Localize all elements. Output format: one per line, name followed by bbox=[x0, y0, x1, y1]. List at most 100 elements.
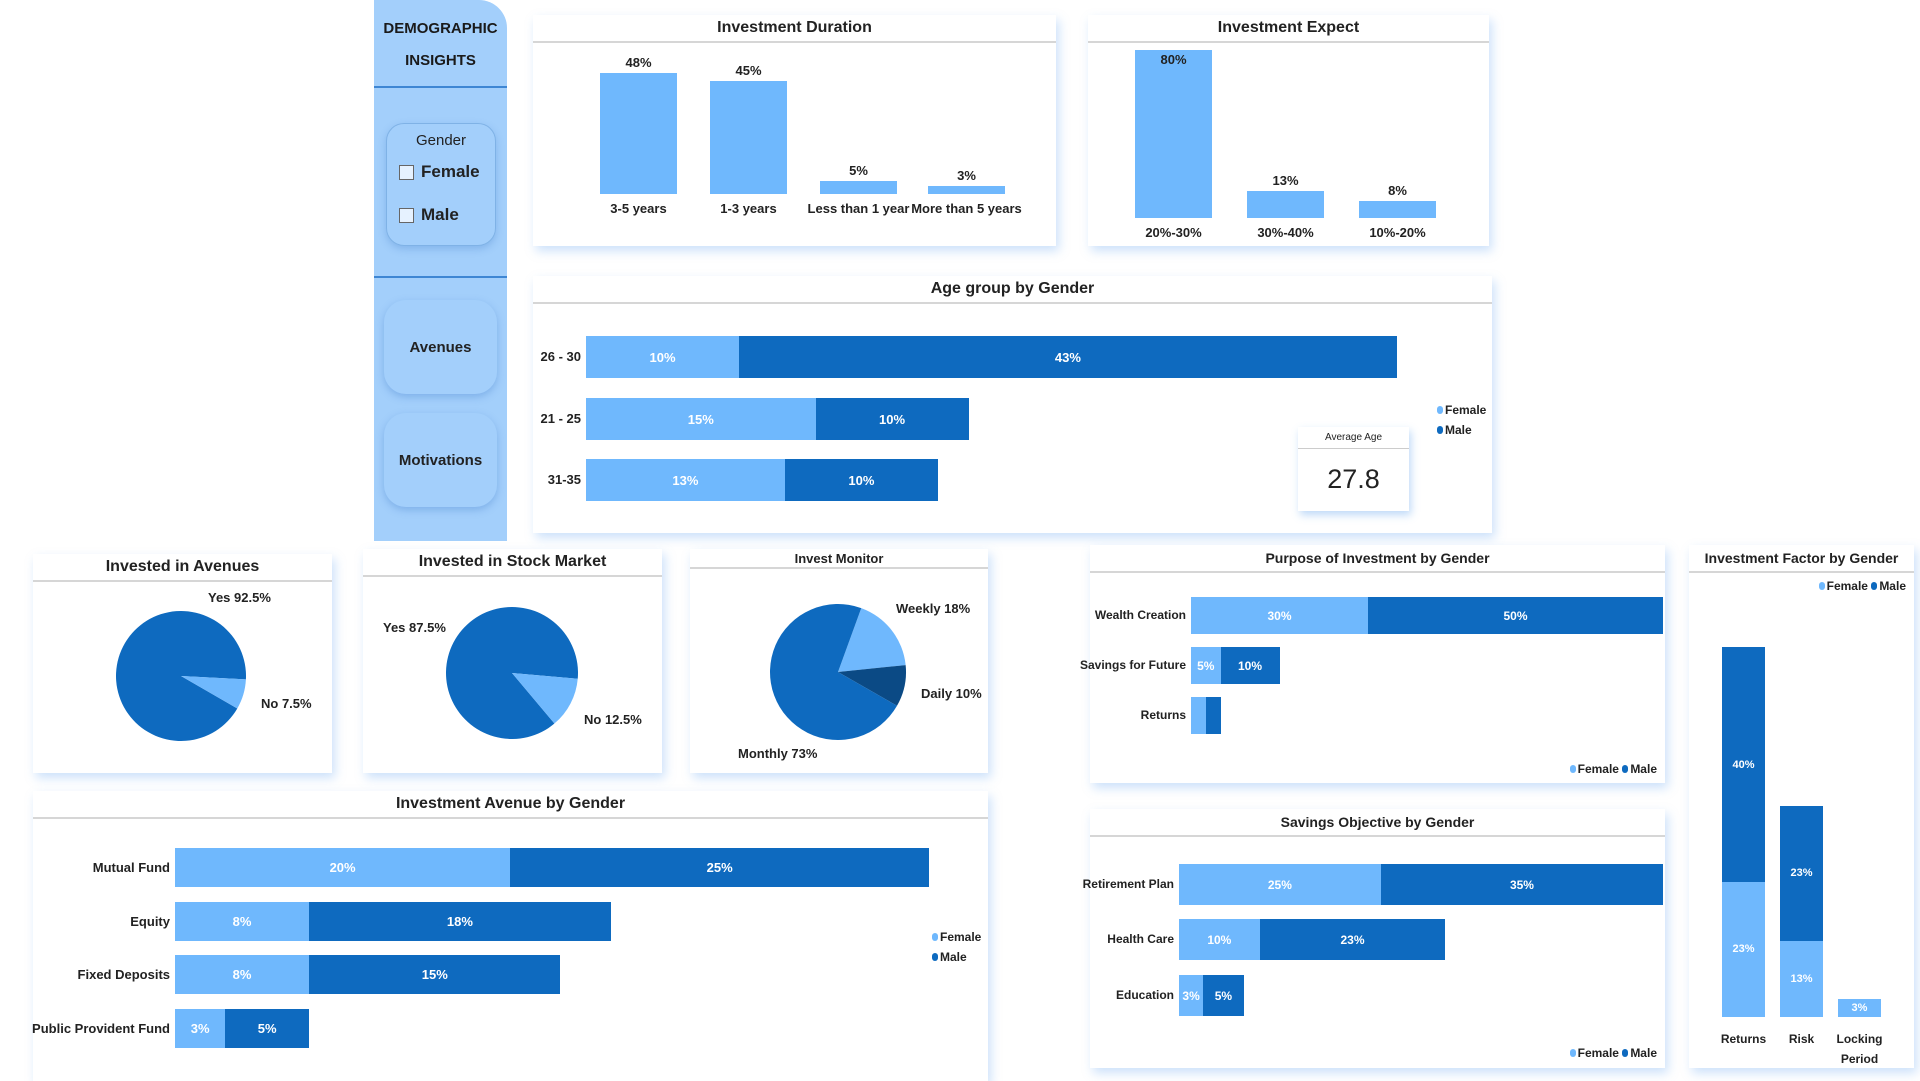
card-title: Investment Expect bbox=[1088, 15, 1489, 43]
category-label: Returns bbox=[1140, 707, 1186, 722]
female-segment: 13% bbox=[586, 459, 785, 501]
legend-male: Male bbox=[1630, 1046, 1657, 1060]
slice-label: No 7.5% bbox=[261, 696, 312, 711]
bar bbox=[710, 80, 787, 194]
invested-avenues-card: Invested in Avenues Yes 92.5% No 7.5% bbox=[33, 554, 332, 773]
category-label: Savings for Future bbox=[1079, 657, 1186, 672]
checkbox-icon[interactable] bbox=[399, 207, 414, 223]
female-segment: 10% bbox=[1179, 919, 1260, 960]
legend-male: Male bbox=[1630, 762, 1657, 776]
legend: Female Male bbox=[1569, 1046, 1657, 1060]
female-dot-icon bbox=[1569, 765, 1576, 773]
category-label: Locking Period bbox=[1836, 1032, 1883, 1066]
category-label: 31-35 bbox=[547, 472, 581, 487]
female-segment: 15% bbox=[586, 398, 816, 440]
stacked-bar: 3% 5% bbox=[1179, 975, 1244, 1016]
pie-slice bbox=[838, 665, 906, 706]
card-title: Investment Avenue by Gender bbox=[33, 791, 988, 819]
male-segment: 25% bbox=[510, 848, 930, 887]
legend-female: Female bbox=[1445, 403, 1487, 417]
male-segment: 23% bbox=[1259, 919, 1446, 960]
data-label: 45% bbox=[735, 62, 762, 78]
checkbox-icon[interactable] bbox=[399, 164, 414, 180]
category-label: Risk bbox=[1788, 1032, 1815, 1046]
category-label: 3-5 years bbox=[610, 201, 667, 216]
female-segment: 3% bbox=[1838, 999, 1881, 1017]
purpose-by-gender-card: Purpose of Investment by Gender Female M… bbox=[1080, 545, 1665, 783]
stacked-bar: 25% 35% bbox=[1179, 864, 1664, 905]
divider bbox=[374, 276, 507, 278]
sidebar-title-line1: DEMOGRAPHIC bbox=[383, 20, 498, 37]
male-dot-icon bbox=[932, 953, 938, 961]
slice-label: Weekly 18% bbox=[896, 601, 971, 616]
male-segment: 43% bbox=[739, 336, 1397, 378]
data-label: 3% bbox=[1851, 1002, 1868, 1015]
gender-slicer: Gender Female Male bbox=[386, 123, 496, 246]
legend-male: Male bbox=[940, 950, 967, 964]
data-label: 40% bbox=[1732, 758, 1755, 771]
female-option-label: Female bbox=[421, 162, 480, 181]
category-label: Wealth Creation bbox=[1094, 607, 1186, 622]
investment-duration-card: Investment Duration 48% 3-5 years 45% 1-3 ye… bbox=[533, 15, 1056, 246]
category-label: Retirement Plan bbox=[1082, 876, 1174, 891]
category-label: 1-3 years bbox=[720, 201, 777, 216]
male-segment: 18% bbox=[309, 902, 611, 941]
slice-label: Yes 92.5% bbox=[208, 590, 271, 605]
stacked-bar: 8% 15% bbox=[175, 955, 561, 994]
male-checkbox[interactable]: Male bbox=[399, 205, 459, 225]
male-segment: 35% bbox=[1380, 864, 1664, 905]
data-label: 48% bbox=[625, 55, 652, 71]
card-title: Age group by Gender bbox=[533, 276, 1492, 304]
category-label: More than 5 years bbox=[911, 201, 1022, 216]
bar bbox=[1359, 201, 1436, 218]
legend: Female Male bbox=[1569, 762, 1657, 776]
category-label: Fixed Deposits bbox=[77, 966, 170, 982]
category-label: Health Care bbox=[1107, 931, 1174, 946]
female-segment: 23% bbox=[1722, 881, 1765, 1017]
legend-female: Female bbox=[1826, 579, 1868, 593]
motivations-button[interactable]: Motivations bbox=[384, 413, 497, 507]
factor-by-gender-card: Investment Factor by Gender Female Male … bbox=[1689, 545, 1914, 1068]
category-label: 20%-30% bbox=[1145, 225, 1202, 240]
slice-label: Monthly 73% bbox=[738, 746, 818, 761]
slice-label: No 12.5% bbox=[584, 712, 642, 727]
female-checkbox[interactable]: Female bbox=[399, 162, 480, 182]
male-segment: 50% bbox=[1368, 597, 1663, 634]
stacked-bar: 8% 18% bbox=[175, 902, 611, 941]
pie-chart bbox=[770, 604, 906, 740]
category-label: Public Provident Fund bbox=[32, 1020, 170, 1036]
legend-female: Female bbox=[1577, 1046, 1619, 1060]
female-segment: 3% bbox=[1179, 975, 1204, 1016]
slice-label: Yes 87.5% bbox=[383, 620, 446, 635]
legend: Female Male bbox=[932, 927, 981, 967]
legend-female: Female bbox=[940, 930, 982, 944]
card-title: Investment Factor by Gender bbox=[1689, 545, 1914, 573]
female-segment: 5% bbox=[1191, 647, 1221, 684]
category-label: Mutual Fund bbox=[92, 859, 170, 875]
pie-slice bbox=[181, 676, 246, 709]
pie-chart bbox=[115, 611, 247, 741]
divider bbox=[374, 86, 507, 88]
data-label: 3% bbox=[957, 168, 976, 184]
bar bbox=[1135, 50, 1212, 218]
stacked-bar: 5% 10% bbox=[1191, 647, 1280, 684]
female-segment: 13% bbox=[1780, 940, 1823, 1017]
male-segment: 40% bbox=[1722, 647, 1765, 882]
invest-monitor-card: Invest Monitor Weekly 18% Daily 10% Monthly… bbox=[690, 549, 988, 773]
legend-male: Male bbox=[1445, 423, 1472, 437]
stacked-bar: 30% 50% bbox=[1191, 597, 1663, 634]
data-label: 8% bbox=[1388, 183, 1407, 199]
stacked-bar: 13% 10% bbox=[586, 459, 938, 501]
male-segment: 5% bbox=[1203, 975, 1244, 1016]
pie-chart bbox=[446, 607, 578, 739]
female-dot-icon bbox=[1818, 582, 1825, 590]
male-dot-icon bbox=[1871, 582, 1878, 590]
average-age-label: Average Age bbox=[1298, 427, 1409, 449]
male-segment: 5% bbox=[225, 1009, 310, 1048]
data-label: 80% bbox=[1160, 52, 1187, 67]
category-label: 30%-40% bbox=[1257, 225, 1314, 240]
category-label: 10%-20% bbox=[1369, 225, 1426, 240]
stacked-bar: 20% 25% bbox=[175, 848, 930, 887]
legend-male: Male bbox=[1879, 579, 1906, 593]
avenues-button[interactable]: Avenues bbox=[384, 300, 497, 394]
